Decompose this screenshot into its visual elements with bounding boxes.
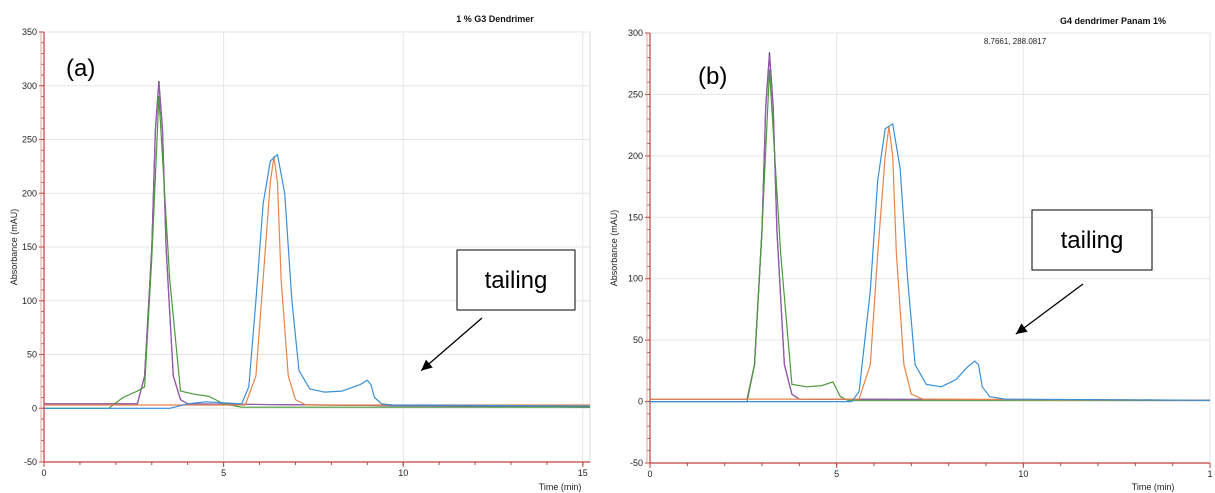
y-tick-label: 150 [22,242,37,252]
chart-title: G4 dendrimer Panam 1% [1060,16,1166,26]
panel-label: (a) [66,55,95,82]
annotation-box [456,249,576,311]
chart-panel-b: 0 5 10 1 -50 0 50 100 150 200 250 300 G4 dendrimer P… [605,0,1215,493]
y-tick-label: 0 [638,397,643,407]
y-tick-label: 50 [27,350,37,360]
tailing-annotation: tailing [1015,209,1153,335]
series-line-3 [650,69,1210,403]
arrow-head-icon [421,359,433,371]
y-axis-label: Absorbance (mAU) [9,209,19,286]
x-tick-label: 5 [221,468,226,478]
y-tick-label: 300 [22,81,37,91]
x-axis-label: Time (min) [539,482,582,492]
y-tick-label: 150 [628,212,643,222]
chart-a-svg: 0 5 10 15 -50 0 50 100 150 200 250 300 350 1 % G3 Den… [9,14,591,492]
y-tick-label: 0 [32,403,37,413]
chart-title: 1 % G3 Dendrimer [456,14,534,24]
x-tick-label: 10 [1018,469,1028,479]
chart-panel-a: 0 5 10 15 -50 0 50 100 150 200 250 300 350 1 % G3 Den… [0,0,600,493]
x-tick-label: 10 [398,468,408,478]
annotation-arrow [1015,283,1084,335]
y-tick-label: 350 [22,27,37,37]
panel-label: (b) [698,63,727,90]
annotation-arrow [420,317,483,372]
y-tick-label: 100 [628,274,643,284]
annotation-text: tailing [1061,227,1124,254]
y-tick-label: 250 [22,135,37,145]
tailing-annotation: tailing [420,249,576,372]
chart-b-svg: 0 5 10 1 -50 0 50 100 150 200 250 300 G4 dendrimer P… [609,16,1213,492]
y-tick-label: 100 [22,296,37,306]
series-line-5 [650,123,1211,403]
y-tick-label: 50 [633,335,643,345]
y-tick-label: 200 [628,151,643,161]
series-line-5 [44,154,591,409]
x-tick-label: 1 [1207,469,1212,479]
annotation-text: tailing [485,267,548,294]
y-tick-label: -50 [24,457,37,467]
y-tick-label: -50 [630,458,643,468]
x-tick-label: 15 [578,468,588,478]
y-tick-label: 300 [628,28,643,38]
y-tick-label: 250 [628,89,643,99]
x-tick-label: 0 [647,469,652,479]
series-line-4 [650,125,1211,401]
y-axis-label: Absorbance (mAU) [609,210,619,287]
x-tick-label: 0 [41,468,46,478]
cursor-readout: 8.7661, 288.0817 [984,37,1047,46]
series-line-4 [44,156,590,406]
annotation-box [1031,209,1153,271]
y-tick-label: 200 [22,188,37,198]
x-tick-label: 5 [834,469,839,479]
arrow-head-icon [1015,323,1028,334]
x-axis-label: Time (min) [1132,482,1175,492]
series-line-2 [44,83,591,408]
